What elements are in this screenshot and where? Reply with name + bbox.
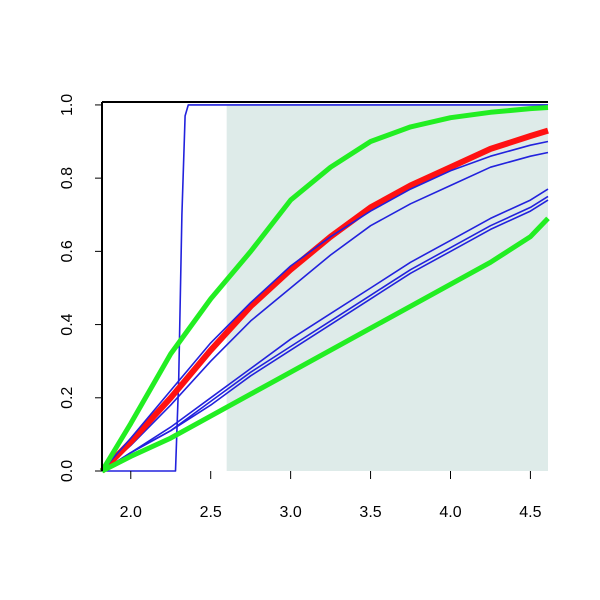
y-tick-label: 0.6 <box>59 240 76 262</box>
x-tick-label: 4.0 <box>439 504 461 521</box>
series-line <box>101 140 549 472</box>
series-line <box>100 216 550 474</box>
x-tick-label: 3.0 <box>280 504 302 521</box>
series-line <box>101 199 549 472</box>
y-tick-label: 1.0 <box>59 94 76 116</box>
series-line <box>99 105 549 473</box>
y-tick-label: 0.4 <box>59 313 76 335</box>
series-line <box>101 188 549 472</box>
y-tick-label: 0.2 <box>59 387 76 409</box>
series-line <box>102 104 548 472</box>
x-tick-label: 3.5 <box>359 504 381 521</box>
y-tick-label: 0.0 <box>59 460 76 482</box>
series-line <box>101 151 549 472</box>
x-tick-label: 2.0 <box>120 504 142 521</box>
x-tick-label: 2.5 <box>200 504 222 521</box>
x-tick-label: 4.5 <box>519 504 541 521</box>
y-tick-label: 0.8 <box>59 167 76 189</box>
